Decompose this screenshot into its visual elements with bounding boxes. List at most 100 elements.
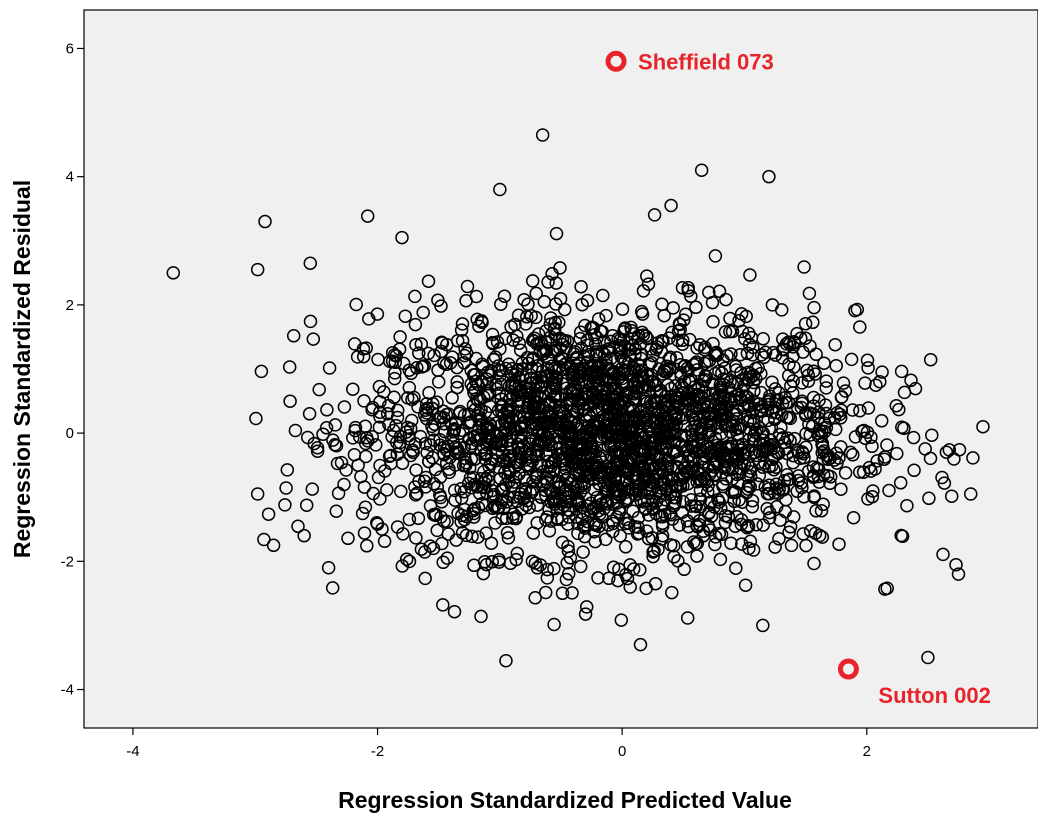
cloud-point (592, 519, 606, 534)
outlier-label: Sheffield 073 (638, 49, 774, 74)
cloud-point (655, 510, 670, 524)
cloud-point (328, 418, 343, 432)
cloud-point (595, 397, 610, 411)
cloud-point (739, 389, 753, 403)
cloud-point (693, 483, 708, 498)
cloud-point (614, 613, 629, 627)
cloud-point (828, 337, 842, 352)
cloud-point (669, 491, 683, 505)
cloud-point (848, 303, 862, 318)
cloud-point (360, 209, 375, 223)
cloud-point (734, 517, 749, 532)
cloud-point (384, 456, 398, 471)
cloud-point (673, 317, 687, 332)
cloud-point (492, 461, 506, 475)
data-point (756, 618, 770, 633)
cloud-point (447, 423, 462, 437)
cloud-point (457, 356, 471, 370)
cloud-point (682, 374, 697, 389)
cloud-point (732, 314, 746, 328)
cloud-point (482, 386, 497, 400)
cloud-point (618, 540, 633, 554)
cloud-point (468, 429, 482, 443)
cloud-point (687, 507, 701, 521)
cloud-point (623, 580, 637, 594)
cloud-point (894, 364, 909, 379)
cloud-point (690, 363, 704, 377)
cloud-point (307, 436, 321, 451)
cloud-point (427, 348, 441, 363)
cloud-point (497, 289, 512, 303)
cloud-point (834, 482, 848, 496)
axes: -4 -2 0 2 -4 -2 0 2 4 6 (61, 40, 871, 760)
cloud-point (765, 375, 779, 389)
cloud-point (684, 499, 699, 513)
cloud-point (548, 327, 562, 341)
cloud-point (406, 445, 420, 460)
cloud-point (618, 396, 632, 410)
cloud-point (641, 494, 655, 508)
cloud-point (949, 557, 963, 572)
cloud-point (795, 394, 809, 409)
cloud-point (622, 476, 637, 491)
y-tick-label: -2 (61, 553, 74, 570)
cloud-point (908, 381, 923, 396)
cloud-point (625, 438, 639, 453)
data-point (976, 419, 990, 434)
cloud-point (584, 441, 599, 456)
cloud-point (471, 393, 485, 408)
cloud-point (442, 465, 457, 480)
cloud-point (758, 456, 772, 470)
cloud-point (357, 480, 372, 494)
cloud-point (579, 600, 594, 614)
cloud-point (261, 507, 276, 521)
cloud-point (409, 531, 423, 545)
cloud-point (567, 457, 582, 471)
cloud-point (469, 351, 483, 366)
cloud-point (478, 498, 493, 513)
cloud-point (533, 558, 548, 572)
cloud-point (610, 411, 625, 425)
cloud-point (326, 433, 340, 447)
cloud-point (542, 502, 556, 517)
cloud-point (606, 524, 620, 539)
cloud-point (283, 394, 297, 408)
cloud-point (475, 315, 489, 330)
cloud-point (644, 497, 659, 511)
cloud-point (669, 418, 684, 432)
cloud-point (819, 381, 833, 395)
data-point (633, 637, 648, 652)
cloud-point (853, 403, 867, 418)
cloud-point (496, 501, 511, 516)
cloud-point (431, 293, 445, 307)
cloud-point (439, 357, 454, 372)
cloud-point (483, 417, 497, 431)
cloud-point (571, 494, 586, 508)
cloud-point (667, 427, 682, 441)
cloud-point (727, 485, 742, 500)
cloud-point (591, 312, 606, 326)
cloud-point (510, 437, 525, 451)
cloud-point (816, 497, 830, 512)
cloud-point (595, 344, 609, 359)
cloud-point (635, 428, 649, 442)
cloud-point (628, 364, 643, 378)
cloud-point (869, 378, 883, 392)
cloud-point (645, 397, 659, 412)
cloud-point (503, 445, 517, 459)
cloud-point (361, 434, 375, 448)
cloud-point (408, 488, 423, 502)
cloud-point (684, 289, 698, 304)
cloud-point (937, 476, 952, 490)
cloud-point (570, 416, 585, 431)
cloud-point (682, 393, 697, 407)
cloud-point (600, 429, 615, 444)
cloud-point (735, 537, 749, 551)
cloud-point (676, 313, 691, 327)
cloud-point (595, 443, 610, 458)
cloud-point (511, 370, 526, 385)
cloud-point (832, 537, 846, 551)
cloud-point (734, 307, 749, 321)
cloud-point (464, 363, 478, 378)
